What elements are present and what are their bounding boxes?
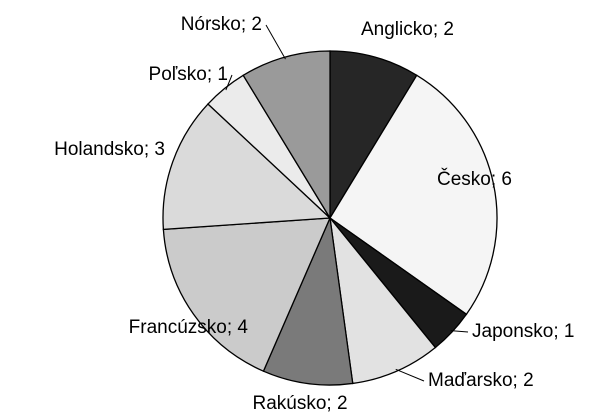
leader-line <box>450 330 469 333</box>
leader-line <box>395 368 425 382</box>
pie-slice <box>329 215 437 385</box>
data-label: Česko; 6 <box>437 168 512 190</box>
data-label: Poľsko; 1 <box>149 64 228 85</box>
data-label: Maďarsko; 2 <box>428 370 534 391</box>
pie-slice <box>329 74 498 316</box>
data-label: Anglicko; 2 <box>361 19 454 40</box>
data-label: Francúzsko; 4 <box>129 317 249 338</box>
data-label: Holandsko; 3 <box>54 139 165 160</box>
leader-line <box>225 74 233 91</box>
data-label: Japonsko; 1 <box>472 321 574 342</box>
pie-slice <box>162 217 332 373</box>
leader-line <box>265 24 286 60</box>
pie-slice <box>329 50 418 221</box>
data-label: Rakúsko; 2 <box>252 393 347 414</box>
pie-slice <box>262 215 354 386</box>
data-label: Nórsko; 2 <box>181 14 262 35</box>
pie-slice <box>162 103 332 231</box>
